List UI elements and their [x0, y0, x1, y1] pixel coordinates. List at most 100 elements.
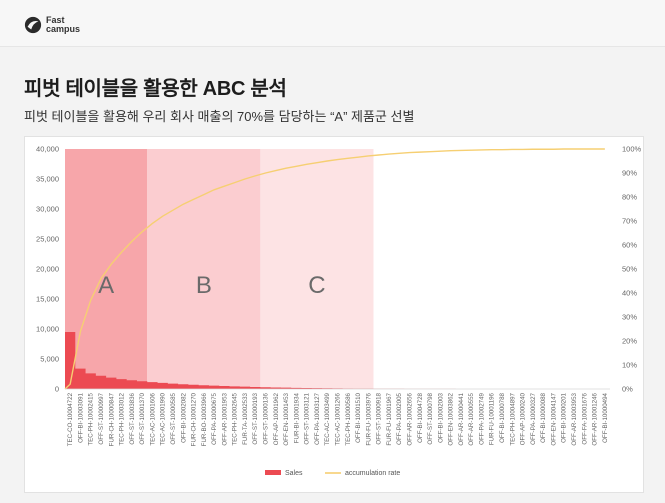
x-tick-label: FUR-TA-10002533	[242, 392, 249, 444]
chart-card: A B C 0 5,000 10,000 15,000 20,000 25,000 30,000…	[24, 136, 644, 493]
x-tick-label: OFF-BI-10004728	[417, 392, 424, 442]
chart-legend: Sales accumulation rate	[265, 470, 400, 477]
x-tick-label: OFF-ST-10000193	[252, 392, 259, 444]
y-right-tick-label: 100%	[622, 145, 642, 154]
x-tick-label: OFF-ST-10000918	[376, 392, 383, 444]
x-tick-label: OFF-BI-10003091	[77, 392, 84, 442]
x-tick-label: OFF-AR-10000441	[458, 392, 465, 445]
x-tick-label: OFF-EN-10001453	[283, 392, 290, 445]
legend-label-accumulation: accumulation rate	[345, 470, 400, 477]
x-tick-label: TEC-AC-10001990	[160, 392, 167, 445]
x-tick-label: OFF-EN-10003862	[448, 392, 455, 445]
x-tick-label: FUR-FU-10003976	[365, 392, 372, 445]
x-tick-label: OFF-PA-10002749	[478, 392, 485, 444]
y-left-tick-label: 15,000	[36, 295, 59, 304]
x-tick-label: FUR-BI-10001934	[293, 392, 300, 443]
x-tick-label: OFF-PA-10003127	[314, 392, 321, 444]
region-b	[147, 149, 261, 389]
y-right-tick-label: 70%	[622, 217, 637, 226]
x-tick-label: OFF-ST-10003121	[304, 392, 311, 444]
x-tick-label: OFF-AR-10000555	[468, 392, 475, 445]
x-tick-label: TEC-PH-10003012	[119, 392, 126, 445]
x-tick-label: OFF-ST-10000136	[263, 392, 270, 444]
accumulation-line-layer	[64, 148, 605, 390]
x-tick-label: OFF-BI-10001510	[355, 392, 362, 442]
x-tick-label: OFF-BI-10000201	[561, 392, 568, 442]
y-right-tick-label: 10%	[622, 361, 637, 370]
x-tick-label: OFF-PA-10002005	[396, 392, 403, 444]
y-left-tick-label: 35,000	[36, 175, 59, 184]
x-tick-label: OFF-EN-10004147	[550, 392, 557, 445]
x-tick-label: FUR-BO-10003966	[201, 392, 208, 446]
x-tick-label: OFF-BI-10000494	[602, 392, 609, 442]
region-label-c: C	[308, 272, 325, 299]
x-tick-label: TEC-PH-10000586	[345, 392, 352, 445]
y-right-tick-label: 20%	[622, 337, 637, 346]
logo-line-1: Fast	[46, 15, 65, 25]
x-tick-label: TEC-PH-10002645	[232, 392, 239, 445]
x-tick-label: OFF-BI-10002003	[437, 392, 444, 442]
x-tick-label: OFF-BI-10002082	[180, 392, 187, 442]
sales-area	[65, 332, 610, 389]
y-right-tick-label: 50%	[622, 265, 637, 274]
x-tick-label: FUR-FU-10001196	[489, 392, 496, 445]
x-tick-label: OFF-FA-10001676	[581, 392, 588, 444]
logo-text: Fast campus	[46, 16, 80, 34]
x-tick-label: OFF-AR-10001953	[221, 392, 228, 445]
y-left-tick-label: 10,000	[36, 325, 59, 334]
x-tick-label: OFF-AP-10000240	[520, 392, 527, 445]
region-label-b: B	[196, 272, 212, 299]
x-tick-label: OFF-ST-10000798	[427, 392, 434, 444]
x-tick-label: TEC-AC-10001606	[149, 392, 156, 445]
y-left-tick-label: 20,000	[36, 265, 59, 274]
y-right-tick-label: 80%	[622, 193, 637, 202]
x-tick-label: OFF-ST-10000997	[98, 392, 105, 444]
fastcampus-logo-icon	[24, 16, 42, 34]
page-subtitle: 피벗 테이블을 활용해 우리 회사 매출의 70%를 담당하는 “A” 제품군 …	[24, 109, 415, 124]
x-tick-label: TEC-AC-10001266	[335, 392, 342, 445]
region-label-a: A	[98, 272, 114, 299]
x-tick-label: TEC-AC-10003499	[324, 392, 331, 445]
x-tick-label: OFF-PA-10000327	[530, 392, 537, 444]
x-tick-label: OFF-AP-10001962	[273, 392, 280, 445]
y-right-tick-label: 60%	[622, 241, 637, 250]
y-right-tick-label: 40%	[622, 289, 637, 298]
x-tick-label: OFF-AR-10003953	[571, 392, 578, 445]
y-left-tick-label: 30,000	[36, 205, 59, 214]
y-right-tick-label: 30%	[622, 313, 637, 322]
pareto-chart: A B C 0 5,000 10,000 15,000 20,000 25,000 30,000…	[36, 145, 642, 478]
y-right-axis: 0% 10% 20% 30% 40% 50% 60% 70% 80% 90% 100%	[622, 145, 642, 394]
x-tick-label: OFF-BI-10000088	[540, 392, 547, 442]
accumulation-line	[64, 148, 605, 390]
x-tick-label: TEC-CO-10004722	[67, 392, 74, 446]
x-tick-label: OFF-ST-10000585	[170, 392, 177, 444]
x-tick-label: OFF-AR-10001246	[592, 392, 599, 445]
x-tick-label: OFF-PA-10000675	[211, 392, 218, 444]
logo: Fast campus	[24, 16, 80, 34]
y-left-axis: 0 5,000 10,000 15,000 20,000 25,000 30,000 35,0…	[36, 145, 59, 394]
logo-line-2: campus	[46, 24, 81, 34]
region-layer: A B C	[65, 149, 374, 389]
y-right-tick-label: 0%	[622, 385, 633, 394]
y-left-tick-label: 40,000	[36, 145, 59, 154]
x-tick-label: TEC-PH-10002415	[88, 392, 95, 445]
region-a	[65, 149, 148, 389]
x-tick-label: OFF-ST-10003836	[129, 392, 136, 444]
y-right-tick-label: 90%	[622, 169, 637, 178]
x-tick-label: TEC-PH-10004897	[509, 392, 516, 445]
legend-label-sales: Sales	[285, 470, 303, 477]
x-tick-label: FUR-CH-10000847	[108, 392, 115, 446]
region-c	[260, 149, 374, 389]
x-axis-categories: TEC-CO-10004722 OFF-BI-10003091 TEC-PH-100…	[65, 388, 610, 446]
page-title: 피벗 테이블을 활용한 ABC 분석	[24, 78, 287, 100]
y-left-tick-label: 25,000	[36, 235, 59, 244]
y-left-tick-label: 0	[55, 385, 59, 394]
sales-area-layer	[65, 332, 610, 389]
x-tick-label: OFF-BI-10000788	[499, 392, 506, 442]
top-bar: Fast campus	[0, 0, 665, 47]
x-tick-label: FUR-CH-10001270	[191, 392, 198, 446]
x-tick-label: OFF-AR-10002656	[406, 392, 413, 445]
x-tick-label: OFF-ST-10001370	[139, 392, 146, 444]
x-tick-label: FUR-FU-10001967	[386, 392, 393, 445]
legend-swatch-sales	[265, 470, 281, 475]
